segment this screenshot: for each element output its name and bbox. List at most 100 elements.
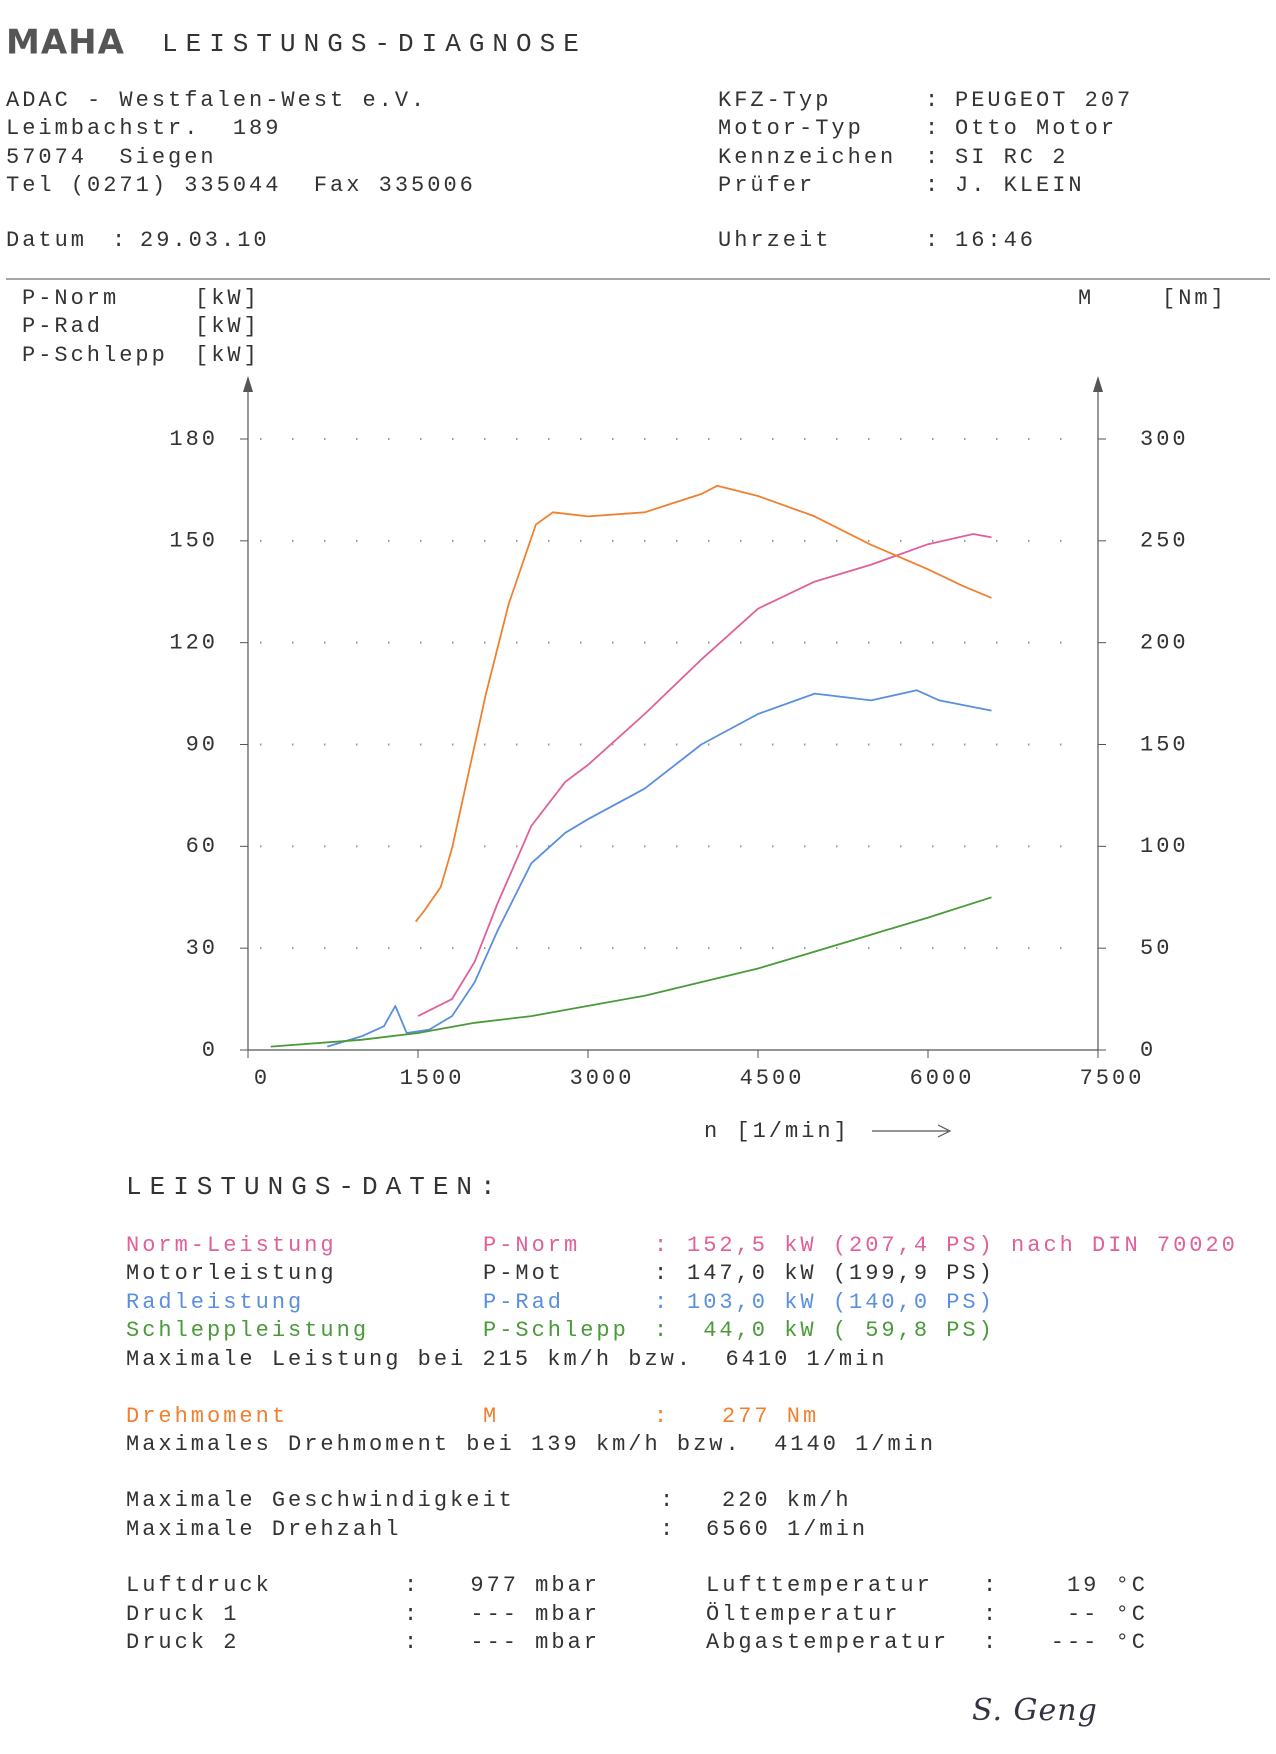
y2-unit: [Nm] — [1162, 286, 1227, 311]
date-value: 29.03.10 — [140, 228, 270, 253]
result-label: Norm-Leistung — [126, 1233, 337, 1258]
title: LEISTUNGS-DIAGNOSE — [162, 29, 587, 59]
legend-name: P-Rad — [22, 314, 103, 339]
y-tick-label: 0 — [202, 1038, 218, 1063]
series-line — [414, 484, 992, 923]
y2-label: M — [1078, 286, 1094, 311]
limit-label: Maximale Drehzahl — [126, 1517, 401, 1542]
ambient-value: 977 mbar — [470, 1573, 600, 1598]
time-value: 16:46 — [955, 228, 1036, 253]
legend-name: P-Schlepp — [22, 343, 168, 368]
x-tick-label: 3000 — [570, 1066, 635, 1091]
y-tick-label: 60 — [186, 834, 218, 859]
date-label: Datum — [6, 228, 87, 253]
vehicle-label: Kennzeichen — [718, 145, 896, 170]
result-value: 103,0 kW (140,0 PS) — [687, 1290, 995, 1315]
result-symbol: P-Schlepp — [483, 1318, 629, 1343]
legend-name: P-Norm — [22, 286, 119, 311]
colon: : — [112, 228, 128, 253]
y-tick-label: 120 — [169, 630, 218, 655]
result-colon: : — [654, 1233, 670, 1258]
limit-value: 220 km/h — [722, 1488, 852, 1513]
ambient-colon: : — [404, 1573, 420, 1598]
max-torque: Maximales Drehmoment bei 139 km/h bzw. 4… — [126, 1432, 936, 1457]
ambient-colon: : — [983, 1630, 999, 1655]
x-tick-label: 0 — [254, 1066, 270, 1091]
address-line: ADAC - Westfalen-West e.V. — [6, 88, 427, 113]
ambient-value: 19 °C — [1067, 1573, 1148, 1598]
result-label: Drehmoment — [126, 1404, 288, 1429]
limit-value: 6560 1/min — [706, 1517, 868, 1542]
y-tick-label: 30 — [186, 936, 218, 961]
vehicle-label: Prüfer — [718, 173, 815, 198]
x-tick-label: 4500 — [740, 1066, 805, 1091]
result-colon: : — [654, 1290, 670, 1315]
address-line: Leimbachstr. 189 — [6, 116, 281, 141]
ambient-label: Lufttemperatur — [706, 1573, 933, 1598]
result-symbol: M — [483, 1404, 499, 1429]
result-symbol: P-Mot — [483, 1261, 564, 1286]
result-colon: : — [654, 1404, 670, 1429]
ambient-label: Abgastemperatur — [706, 1630, 949, 1655]
chart: P-Norm [kW] P-Rad [kW] P-Schlepp [kW] M [Nm] 0 30… — [22, 286, 1227, 1144]
result-value: 44,0 kW ( 59,8 PS) — [687, 1318, 995, 1343]
vehicle-value: SI RC 2 — [955, 145, 1068, 170]
ambient-label: Druck 1 — [126, 1602, 239, 1627]
y2-tick-label: 50 — [1140, 936, 1172, 961]
colon: : — [925, 145, 941, 170]
limit-label: Maximale Geschwindigkeit — [126, 1488, 515, 1513]
max-power: Maximale Leistung bei 215 km/h bzw. 6410… — [126, 1347, 888, 1372]
ambient-colon: : — [404, 1602, 420, 1627]
x-label: n [1/min] — [704, 1119, 850, 1144]
x-tick-label: 1500 — [400, 1066, 465, 1091]
ambient-colon: : — [404, 1630, 420, 1655]
x-arrow-head — [937, 1124, 952, 1138]
result-label: Motorleistung — [126, 1261, 337, 1286]
y2-tick-label: 250 — [1140, 529, 1189, 554]
x-tick-label: 6000 — [910, 1066, 975, 1091]
results-title: LEISTUNGS-DATEN: — [126, 1172, 504, 1202]
ambient-value: --- °C — [1051, 1630, 1148, 1655]
address-line: Tel (0271) 335044 Fax 335006 — [6, 173, 476, 198]
y2-tick-label: 300 — [1140, 427, 1189, 452]
result-colon: : — [654, 1261, 670, 1286]
result-symbol: P-Rad — [483, 1290, 564, 1315]
ambient-label: Öltemperatur — [706, 1602, 900, 1627]
result-value: 147,0 kW (199,9 PS) — [687, 1261, 995, 1286]
y2-tick-label: 150 — [1140, 732, 1189, 757]
legend-unit: [kW] — [195, 343, 260, 368]
y-tick-label: 150 — [169, 529, 218, 554]
address-line: 57074 Siegen — [6, 145, 217, 170]
logo: MAHA — [6, 23, 125, 63]
vehicle-value: PEUGEOT 207 — [955, 88, 1133, 113]
limit-colon: : — [660, 1488, 676, 1513]
colon: : — [925, 88, 941, 113]
colon: : — [925, 173, 941, 198]
series-line — [270, 896, 992, 1048]
y2-tick-label: 0 — [1140, 1038, 1156, 1063]
series-line — [327, 689, 992, 1048]
y2-arrow — [1093, 376, 1103, 392]
vehicle-value: Otto Motor — [955, 116, 1117, 141]
legend-unit: [kW] — [195, 314, 260, 339]
ambient-label: Druck 2 — [126, 1630, 239, 1655]
limit-colon: : — [660, 1517, 676, 1542]
signature: S. Geng — [972, 1693, 1098, 1728]
ambient-colon: : — [983, 1573, 999, 1598]
result-label: Schleppleistung — [126, 1318, 369, 1343]
series-line — [417, 533, 992, 1017]
result-value: 152,5 kW (207,4 PS) nach DIN 70020 — [687, 1233, 1238, 1258]
result-label: Radleistung — [126, 1290, 304, 1315]
vehicle-label: Motor-Typ — [718, 116, 864, 141]
ambient-value: --- mbar — [470, 1602, 600, 1627]
ambient-value: -- °C — [1067, 1602, 1148, 1627]
y2-tick-label: 200 — [1140, 630, 1189, 655]
ambient-colon: : — [983, 1602, 999, 1627]
colon: : — [925, 228, 941, 253]
ambient-value: --- mbar — [470, 1630, 600, 1655]
time-label: Uhrzeit — [718, 228, 831, 253]
legend-unit: [kW] — [195, 286, 260, 311]
y2-tick-label: 100 — [1140, 834, 1189, 859]
